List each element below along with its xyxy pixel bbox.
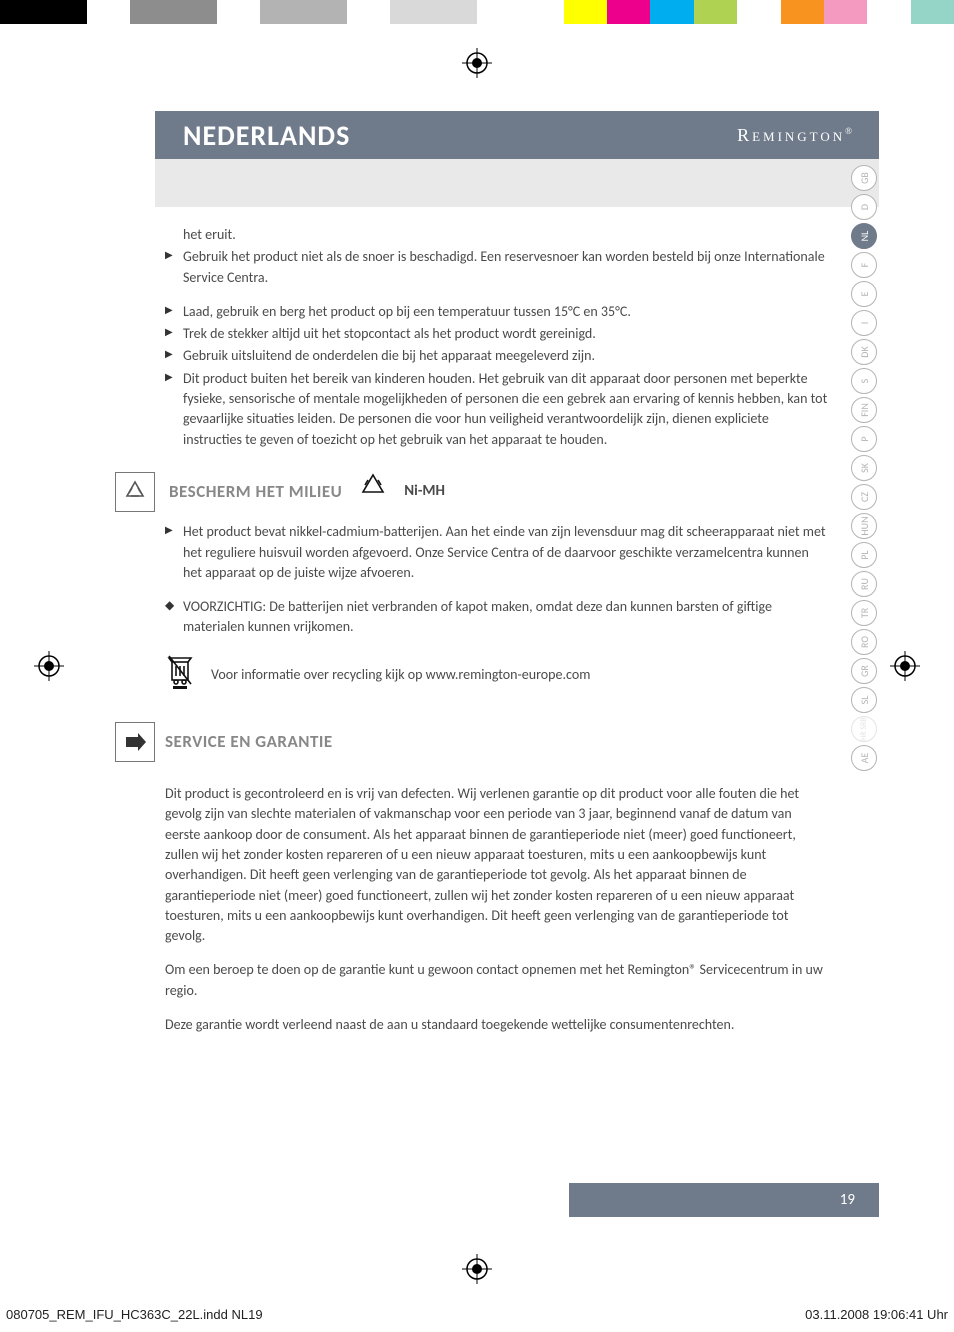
- bullet-list-mid: Laad, gebruik en berg het product op bij…: [165, 302, 829, 450]
- body-content: het eruit. Gebruik het product niet als …: [165, 225, 829, 1049]
- header-extender: [155, 159, 879, 207]
- lang-tab-hun[interactable]: HUN: [851, 513, 877, 539]
- lang-tab-ae[interactable]: AE: [851, 745, 877, 771]
- lang-tab-dk[interactable]: DK: [851, 339, 877, 365]
- arrow-right-box-icon: [115, 722, 155, 762]
- env-bullet: Het product bevat nikkel-cadmium-batteri…: [165, 522, 829, 583]
- nimh-label: Ni-MH: [404, 481, 445, 503]
- registration-mark-icon: [462, 48, 492, 78]
- warranty-p1: Dit product is gecontroleerd en is vrij …: [165, 784, 829, 946]
- lang-tab-sl[interactable]: SL: [851, 687, 877, 713]
- language-tabs: GB D NL FEI DK S FIN P SK CZ HUN PL RU TR RO GR SL HR SRB…: [849, 165, 879, 771]
- lang-tab-p[interactable]: P: [851, 426, 877, 452]
- lang-tab-hr-srb[interactable]: HR SRB: [851, 716, 877, 742]
- warranty-section: SERVICE EN GARANTIE Dit product is gecon…: [165, 722, 829, 1035]
- bullet-item: Gebruik het product niet als de snoer is…: [165, 247, 829, 288]
- bullet-item: Laad, gebruik en berg het product op bij…: [165, 302, 829, 322]
- lang-tab-f[interactable]: F: [851, 252, 877, 278]
- lang-tab-sk[interactable]: SK: [851, 455, 877, 481]
- lang-tab-pl[interactable]: PL: [851, 542, 877, 568]
- env-section-header: BESCHERM HET MILIEU Ni-MH: [115, 472, 829, 512]
- header-band: NEDERLANDS Remington®: [155, 111, 879, 159]
- registration-mark-icon: [462, 1254, 492, 1284]
- page-number-band: 19: [569, 1183, 879, 1217]
- nimh-battery-icon: [356, 472, 390, 512]
- lang-tab-tr[interactable]: TR: [851, 600, 877, 626]
- footer-filename: 080705_REM_IFU_HC363C_22L.indd NL19: [6, 1307, 263, 1322]
- env-heading: BESCHERM HET MILIEU: [169, 480, 342, 505]
- lang-tab-ru[interactable]: RU: [851, 571, 877, 597]
- recycle-info-row: Voor informatie over recycling kijk op w…: [165, 654, 829, 696]
- lang-tab-fin[interactable]: FIN: [851, 397, 877, 423]
- page-frame: NEDERLANDS Remington® GB D NL FEI DK S FIN P SK C…: [75, 75, 879, 1257]
- lang-tab-nl[interactable]: NL: [851, 223, 877, 249]
- recycle-triangle-icon: [115, 472, 155, 512]
- warranty-p2: Om een beroep te doen op de garantie kun…: [165, 960, 829, 1001]
- caution-para: VOORZICHTIG: De batterijen niet verbrand…: [165, 597, 829, 638]
- brand-text: Remington: [737, 125, 845, 145]
- bullet-item: Trek de stekker altijd uit het stopconta…: [165, 324, 829, 344]
- brand-reg-mark: ®: [845, 126, 855, 136]
- page-number: 19: [840, 1191, 855, 1209]
- warranty-p3: Deze garantie wordt verleend naast de aa…: [165, 1015, 829, 1035]
- registration-mark-icon: [34, 651, 64, 681]
- warranty-header-row: SERVICE EN GARANTIE: [165, 722, 829, 762]
- bullet-item: Dit product buiten het bereik van kinder…: [165, 369, 829, 450]
- footer-timestamp: 03.11.2008 19:06:41 Uhr: [805, 1307, 948, 1322]
- warranty-heading: SERVICE EN GARANTIE: [165, 730, 333, 755]
- color-calibration-bar: [0, 0, 954, 24]
- intro-fragment: het eruit.: [165, 225, 829, 245]
- lang-tab-cz[interactable]: CZ: [851, 484, 877, 510]
- lang-tab-i[interactable]: I: [851, 310, 877, 336]
- lang-tab-gr[interactable]: GR: [851, 658, 877, 684]
- lang-tab-e[interactable]: E: [851, 281, 877, 307]
- lang-tab-d[interactable]: D: [851, 194, 877, 220]
- registration-mark-icon: [890, 651, 920, 681]
- page-title: NEDERLANDS: [183, 118, 350, 153]
- warranty-body: Dit product is gecontroleerd en is vrij …: [165, 784, 829, 1035]
- weee-bin-icon: [165, 654, 195, 696]
- lang-tab-s[interactable]: S: [851, 368, 877, 394]
- env-bullet-list: Het product bevat nikkel-cadmium-batteri…: [165, 522, 829, 583]
- lang-tab-ro[interactable]: RO: [851, 629, 877, 655]
- brand-logo: Remington®: [737, 125, 855, 146]
- recycle-info-text: Voor informatie over recycling kijk op w…: [211, 665, 590, 685]
- bullet-item: Gebruik uitsluitend de onderdelen die bi…: [165, 346, 829, 366]
- bullet-list-top: Gebruik het product niet als de snoer is…: [165, 247, 829, 288]
- lang-tab-gb[interactable]: GB: [851, 165, 877, 191]
